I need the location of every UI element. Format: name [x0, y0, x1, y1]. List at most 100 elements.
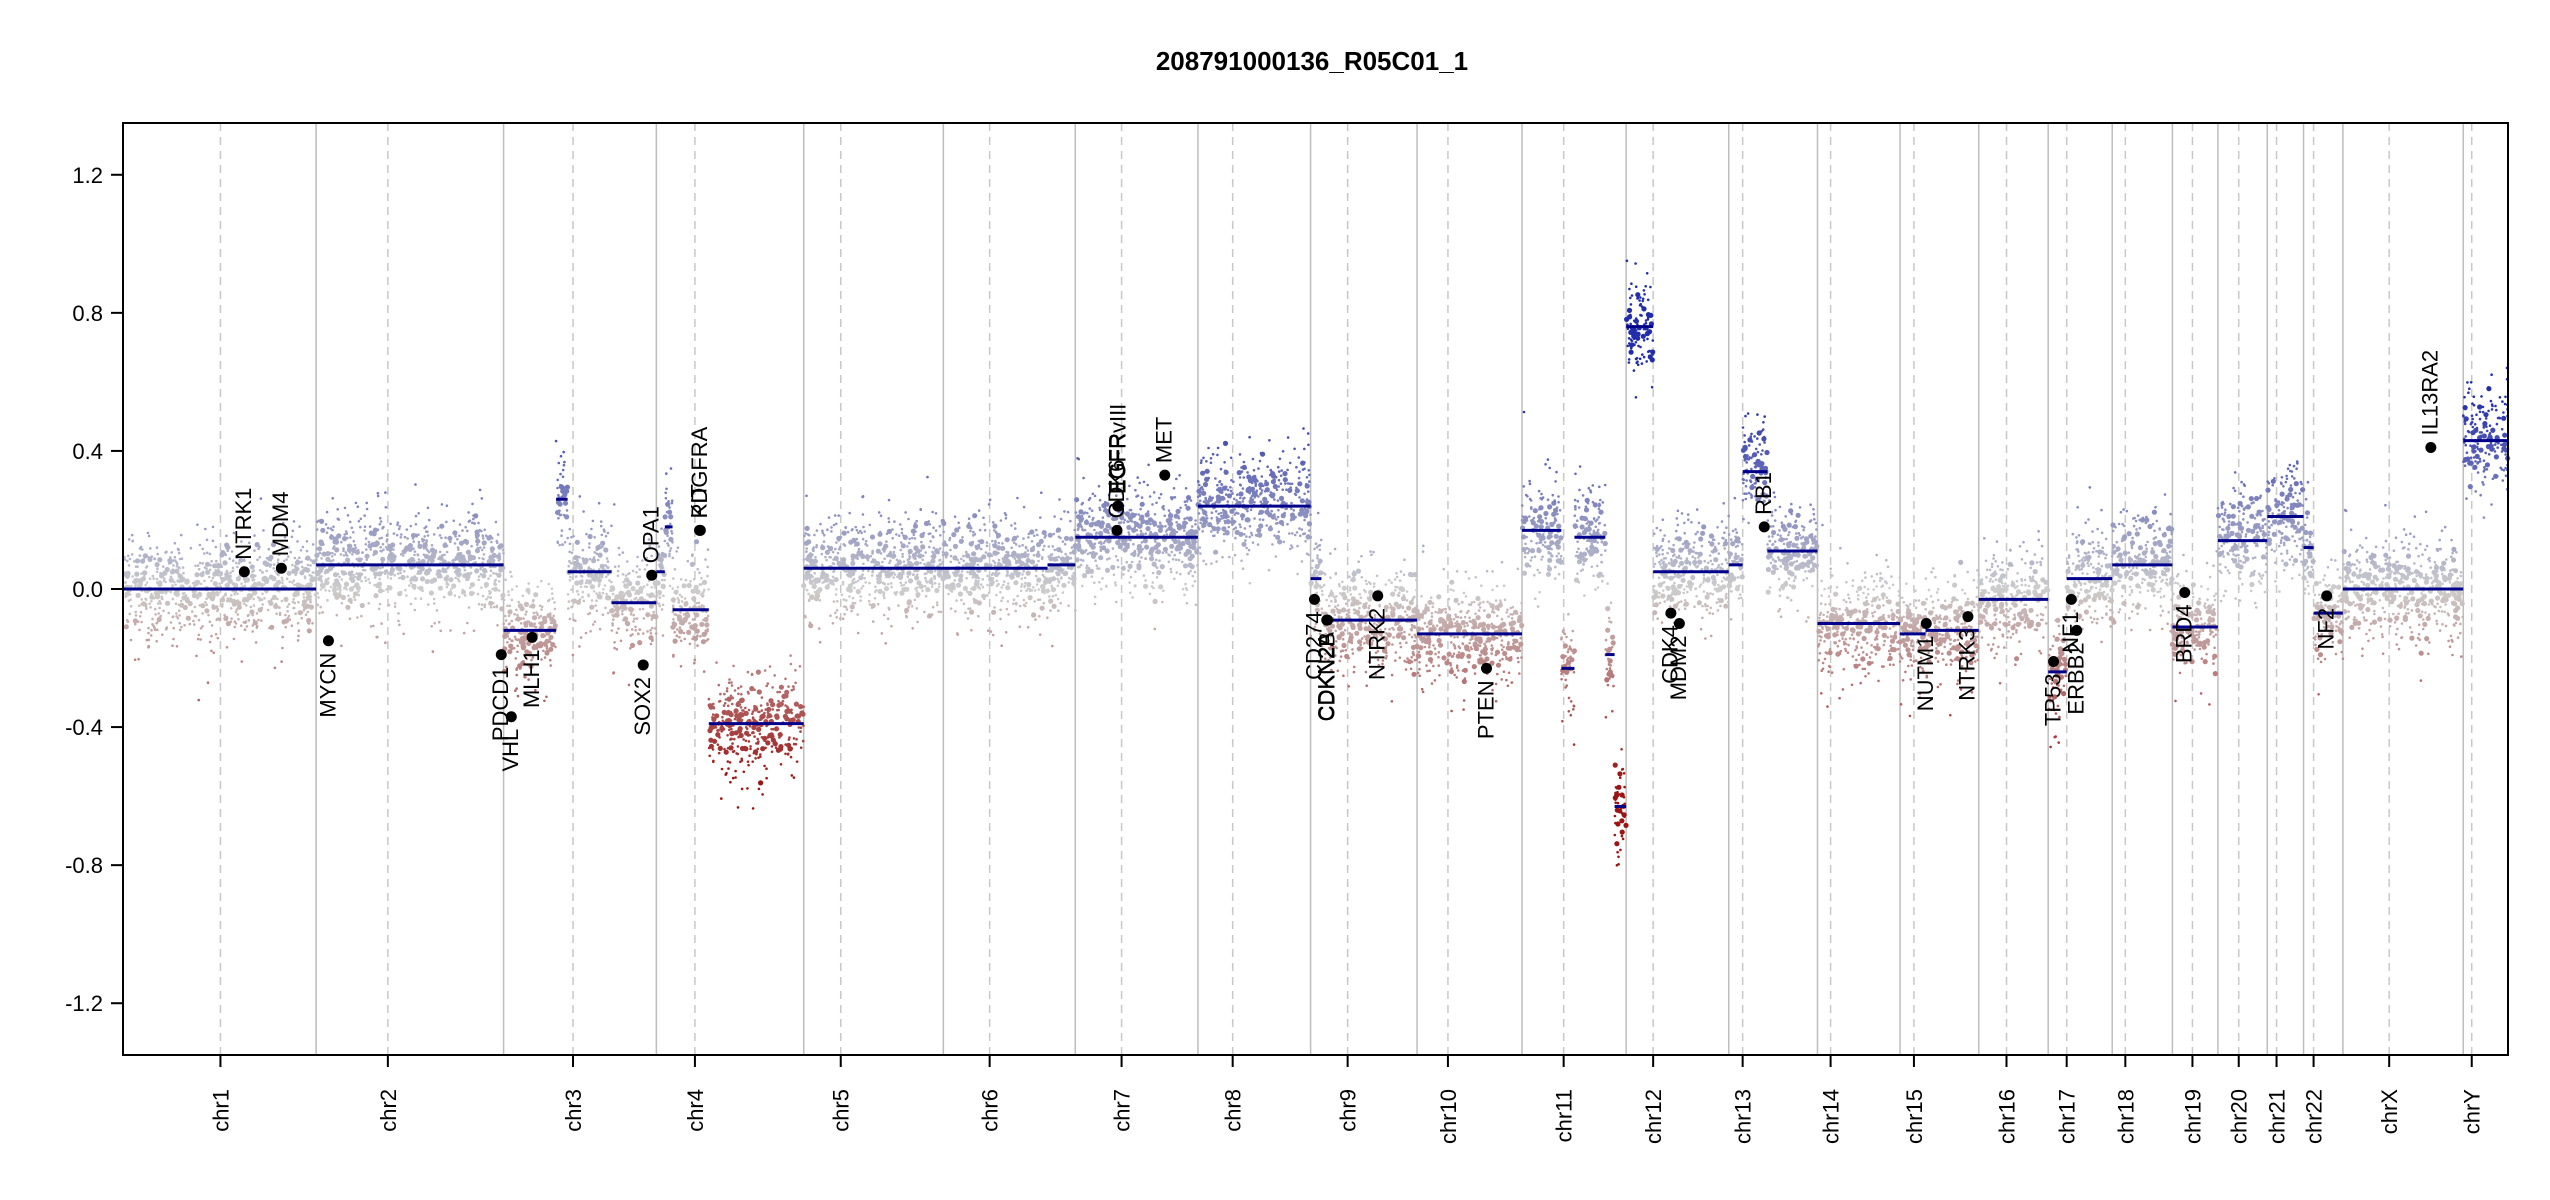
- probe-point: [1243, 527, 1247, 530]
- probe-point: [1169, 570, 1173, 574]
- probe-point: [178, 628, 182, 632]
- probe-point: [443, 553, 446, 557]
- probe-point: [734, 776, 737, 779]
- probe-point: [815, 589, 821, 595]
- probe-point: [171, 644, 174, 647]
- probe-point: [1191, 574, 1195, 578]
- probe-point: [969, 526, 973, 530]
- probe-point: [387, 552, 394, 559]
- probe-point: [755, 669, 762, 675]
- probe-point: [593, 620, 597, 623]
- probe-point: [877, 541, 883, 547]
- probe-point: [357, 590, 360, 593]
- probe-point: [1128, 581, 1131, 584]
- probe-point: [617, 627, 620, 630]
- probe-point: [518, 631, 522, 634]
- probe-point: [421, 537, 424, 541]
- probe-point: [733, 689, 737, 692]
- probe-point: [320, 575, 323, 578]
- probe-point: [786, 742, 792, 748]
- probe-point: [398, 623, 401, 627]
- probe-point: [480, 603, 484, 606]
- probe-point: [147, 644, 150, 648]
- probe-point: [676, 546, 680, 549]
- probe-point: [1234, 536, 1237, 540]
- probe-point: [758, 710, 761, 714]
- probe-point: [265, 590, 268, 594]
- probe-point: [627, 581, 633, 587]
- probe-point: [316, 571, 320, 574]
- probe-point: [242, 596, 248, 603]
- probe-point: [515, 687, 518, 690]
- probe-point: [380, 549, 384, 553]
- probe-point: [1014, 527, 1017, 530]
- probe-point: [283, 596, 289, 603]
- probe-point: [1106, 549, 1110, 552]
- probe-point: [336, 572, 340, 576]
- probe-point: [1215, 526, 1221, 532]
- probe-point: [759, 704, 763, 707]
- probe-point: [986, 552, 992, 558]
- probe-point: [572, 535, 575, 538]
- probe-point: [298, 556, 301, 560]
- probe-point: [127, 538, 131, 541]
- probe-point: [175, 615, 178, 618]
- probe-point: [720, 767, 724, 771]
- probe-point: [1178, 551, 1182, 554]
- probe-point: [256, 558, 259, 562]
- probe-point: [210, 624, 214, 627]
- probe-point: [1021, 573, 1024, 576]
- probe-point: [838, 617, 842, 620]
- probe-point: [926, 475, 929, 479]
- probe-point: [658, 596, 662, 599]
- chart-title: 208791000136_R05C01_1: [1156, 46, 1468, 76]
- probe-point: [1248, 535, 1251, 539]
- probe-point: [427, 603, 430, 606]
- probe-point: [556, 486, 559, 490]
- probe-point: [482, 553, 486, 556]
- probe-point: [277, 553, 281, 556]
- probe-point: [601, 545, 604, 548]
- probe-point: [368, 530, 374, 536]
- probe-point: [995, 593, 998, 597]
- probe-point: [914, 557, 917, 560]
- probe-point: [1074, 511, 1078, 514]
- probe-point: [291, 581, 294, 584]
- probe-point: [650, 586, 653, 589]
- probe-point: [538, 621, 541, 625]
- probe-point: [702, 605, 706, 608]
- probe-point: [565, 490, 569, 494]
- probe-point: [258, 597, 262, 600]
- probe-point: [1198, 546, 1202, 549]
- probe-point: [399, 553, 403, 556]
- probe-point: [419, 597, 423, 600]
- probe-point: [562, 463, 566, 467]
- probe-point: [930, 577, 933, 580]
- probe-point: [472, 514, 475, 517]
- probe-point: [638, 596, 644, 602]
- probe-point: [813, 596, 820, 602]
- probe-point: [770, 750, 774, 754]
- probe-point: [1222, 508, 1225, 512]
- probe-point: [627, 683, 631, 687]
- probe-point: [306, 617, 312, 624]
- probe-point: [177, 609, 181, 612]
- probe-point: [252, 604, 256, 607]
- probe-point: [611, 624, 614, 627]
- probe-point: [1130, 512, 1137, 519]
- probe-point: [944, 584, 950, 590]
- probe-point: [613, 612, 620, 618]
- probe-point: [1257, 512, 1261, 516]
- probe-point: [568, 559, 571, 563]
- probe-point: [164, 627, 168, 631]
- probe-point: [258, 556, 262, 559]
- probe-point: [1050, 587, 1057, 593]
- probe-point: [469, 566, 473, 569]
- probe-point: [1159, 564, 1165, 570]
- probe-point: [737, 692, 740, 696]
- probe-point: [739, 706, 743, 709]
- probe-point: [1114, 555, 1118, 558]
- probe-point: [723, 702, 727, 705]
- probe-point: [324, 579, 328, 583]
- probe-point: [311, 622, 314, 625]
